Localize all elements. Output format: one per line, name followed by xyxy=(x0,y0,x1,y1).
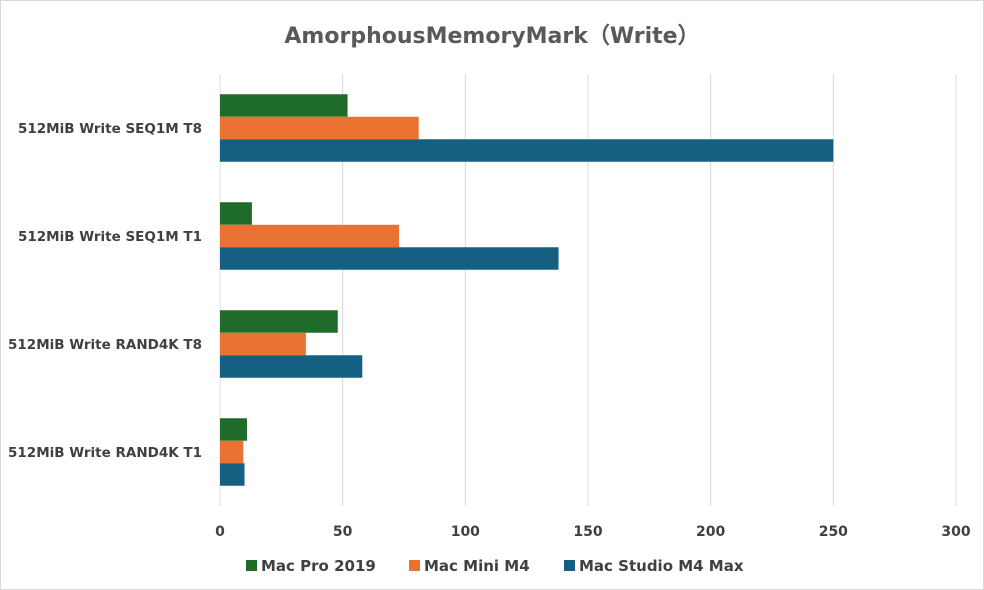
bar xyxy=(220,247,559,270)
category-labels: 512MiB Write SEQ1M T8 512MiB Write SEQ1M … xyxy=(8,121,202,461)
x-tick-label: 0 xyxy=(215,524,225,540)
x-tick-label: 50 xyxy=(333,524,353,540)
legend: Mac Pro 2019 Mac Mini M4 Mac Studio M4 Max xyxy=(246,557,744,575)
x-tick-label: 150 xyxy=(573,524,602,540)
legend-label: Mac Mini M4 xyxy=(424,557,530,575)
bar xyxy=(220,440,244,464)
x-tick-label: 100 xyxy=(451,524,480,540)
bar xyxy=(220,116,419,140)
category-label: 512MiB Write SEQ1M T1 xyxy=(18,229,202,245)
x-tick-label: 250 xyxy=(819,524,848,540)
bar xyxy=(220,463,245,486)
bar xyxy=(220,418,247,441)
chart-title: AmorphousMemoryMark（Write） xyxy=(284,24,699,49)
bars xyxy=(220,94,834,486)
legend-swatch xyxy=(246,560,257,571)
bar xyxy=(220,202,252,225)
legend-label: Mac Studio M4 Max xyxy=(579,557,744,575)
legend-label: Mac Pro 2019 xyxy=(261,557,376,575)
bar xyxy=(220,332,306,356)
category-label: 512MiB Write RAND4K T8 xyxy=(8,337,202,353)
legend-swatch xyxy=(564,560,575,571)
bar xyxy=(220,139,834,162)
x-tick-labels: 0 50 100 150 200 250 300 xyxy=(215,524,971,540)
bar xyxy=(220,224,400,248)
legend-swatch xyxy=(409,560,420,571)
bar xyxy=(220,310,338,333)
x-tick-label: 200 xyxy=(696,524,725,540)
bar xyxy=(220,355,363,378)
category-label: 512MiB Write SEQ1M T8 xyxy=(18,121,202,137)
category-label: 512MiB Write RAND4K T1 xyxy=(8,445,202,461)
x-tick-label: 300 xyxy=(941,524,970,540)
bar xyxy=(220,94,348,117)
